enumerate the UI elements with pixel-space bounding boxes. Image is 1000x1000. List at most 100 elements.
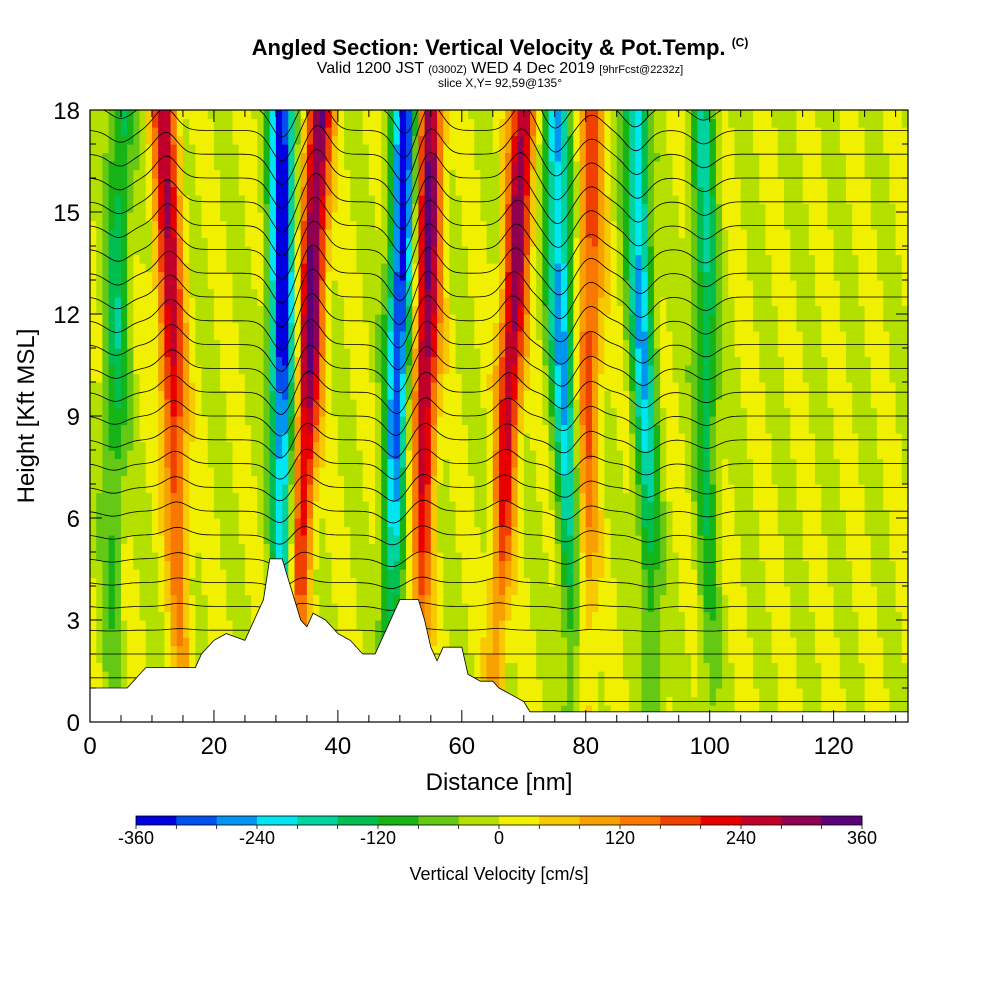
velocity-cell bbox=[499, 297, 506, 307]
velocity-cell bbox=[120, 229, 128, 239]
velocity-cell bbox=[468, 416, 475, 426]
velocity-cell bbox=[362, 594, 370, 604]
velocity-cell bbox=[517, 509, 525, 519]
velocity-cell bbox=[176, 577, 184, 587]
velocity-cell bbox=[505, 356, 512, 366]
velocity-cell bbox=[313, 110, 320, 120]
velocity-cell bbox=[251, 433, 258, 443]
velocity-cell bbox=[269, 110, 277, 120]
velocity-cell bbox=[251, 586, 258, 596]
velocity-cell bbox=[375, 450, 382, 460]
velocity-cell bbox=[474, 263, 482, 273]
velocity-cell bbox=[399, 348, 407, 358]
velocity-cell bbox=[375, 135, 382, 145]
velocity-cell bbox=[151, 603, 159, 613]
velocity-cell bbox=[492, 254, 500, 264]
velocity-cell bbox=[195, 152, 203, 162]
velocity-cell bbox=[207, 518, 215, 528]
velocity-cell bbox=[468, 220, 475, 230]
velocity-cell bbox=[127, 475, 134, 485]
velocity-cell bbox=[114, 169, 122, 179]
velocity-cell bbox=[195, 399, 203, 409]
velocity-cell bbox=[127, 254, 134, 264]
velocity-cell bbox=[120, 220, 128, 230]
velocity-cell bbox=[412, 390, 420, 400]
velocity-cell bbox=[461, 492, 469, 502]
velocity-cell bbox=[492, 492, 500, 502]
velocity-cell bbox=[207, 535, 215, 545]
velocity-cell bbox=[102, 229, 110, 239]
velocity-cell bbox=[189, 569, 196, 579]
velocity-cell bbox=[350, 280, 358, 290]
velocity-cell bbox=[108, 552, 116, 562]
velocity-cell bbox=[356, 212, 364, 222]
velocity-cell bbox=[226, 509, 234, 519]
velocity-cell bbox=[244, 186, 252, 196]
velocity-cell bbox=[368, 475, 376, 485]
velocity-cell bbox=[430, 560, 438, 570]
velocity-cell bbox=[170, 654, 178, 664]
velocity-cell bbox=[275, 161, 283, 171]
velocity-cell bbox=[319, 458, 327, 468]
velocity-cell bbox=[232, 560, 240, 570]
velocity-cell bbox=[486, 416, 494, 426]
velocity-cell bbox=[511, 501, 519, 511]
velocity-cell bbox=[306, 433, 314, 443]
velocity-cell bbox=[480, 152, 488, 162]
velocity-cell bbox=[437, 220, 444, 230]
velocity-cell bbox=[195, 467, 203, 477]
velocity-cell bbox=[480, 169, 488, 179]
velocity-cell bbox=[232, 263, 240, 273]
velocity-cell bbox=[158, 416, 165, 426]
velocity-cell bbox=[387, 390, 395, 400]
velocity-cell bbox=[127, 152, 134, 162]
velocity-cell bbox=[461, 356, 469, 366]
velocity-cell bbox=[158, 569, 165, 579]
velocity-cell bbox=[294, 271, 302, 281]
velocity-cell bbox=[443, 373, 451, 383]
velocity-cell bbox=[189, 526, 196, 536]
velocity-cell bbox=[127, 203, 134, 213]
velocity-cell bbox=[319, 416, 327, 426]
velocity-cell bbox=[406, 569, 413, 579]
velocity-cell bbox=[269, 526, 277, 536]
velocity-cell bbox=[505, 399, 512, 409]
velocity-cell bbox=[158, 271, 165, 281]
velocity-cell bbox=[468, 526, 475, 536]
velocity-cell bbox=[102, 594, 110, 604]
velocity-cell bbox=[319, 569, 327, 579]
velocity-cell bbox=[399, 484, 407, 494]
velocity-cell bbox=[449, 365, 457, 375]
velocity-cell bbox=[220, 594, 227, 604]
velocity-cell bbox=[486, 110, 494, 120]
velocity-cell bbox=[158, 373, 165, 383]
velocity-cell bbox=[120, 637, 128, 647]
velocity-cell bbox=[306, 169, 314, 179]
velocity-cell bbox=[145, 484, 153, 494]
velocity-cell bbox=[331, 552, 339, 562]
velocity-cell bbox=[449, 416, 457, 426]
velocity-cell bbox=[120, 569, 128, 579]
velocity-cell bbox=[139, 348, 147, 358]
velocity-cell bbox=[158, 628, 165, 638]
velocity-cell bbox=[306, 186, 314, 196]
velocity-cell bbox=[257, 339, 265, 349]
velocity-cell bbox=[331, 339, 339, 349]
velocity-cell bbox=[325, 212, 333, 222]
velocity-cell bbox=[244, 127, 252, 137]
velocity-cell bbox=[461, 637, 469, 647]
velocity-cell bbox=[108, 382, 116, 392]
velocity-cell bbox=[424, 552, 432, 562]
velocity-cell bbox=[511, 424, 519, 434]
velocity-cell bbox=[127, 382, 134, 392]
velocity-cell bbox=[517, 662, 525, 672]
velocity-cell bbox=[244, 195, 252, 205]
velocity-cell bbox=[356, 390, 364, 400]
velocity-cell bbox=[182, 611, 190, 621]
velocity-cell bbox=[102, 169, 110, 179]
velocity-cell bbox=[164, 407, 172, 417]
velocity-cell bbox=[387, 169, 395, 179]
velocity-cell bbox=[350, 263, 358, 273]
velocity-cell bbox=[375, 509, 382, 519]
velocity-cell bbox=[480, 441, 488, 451]
